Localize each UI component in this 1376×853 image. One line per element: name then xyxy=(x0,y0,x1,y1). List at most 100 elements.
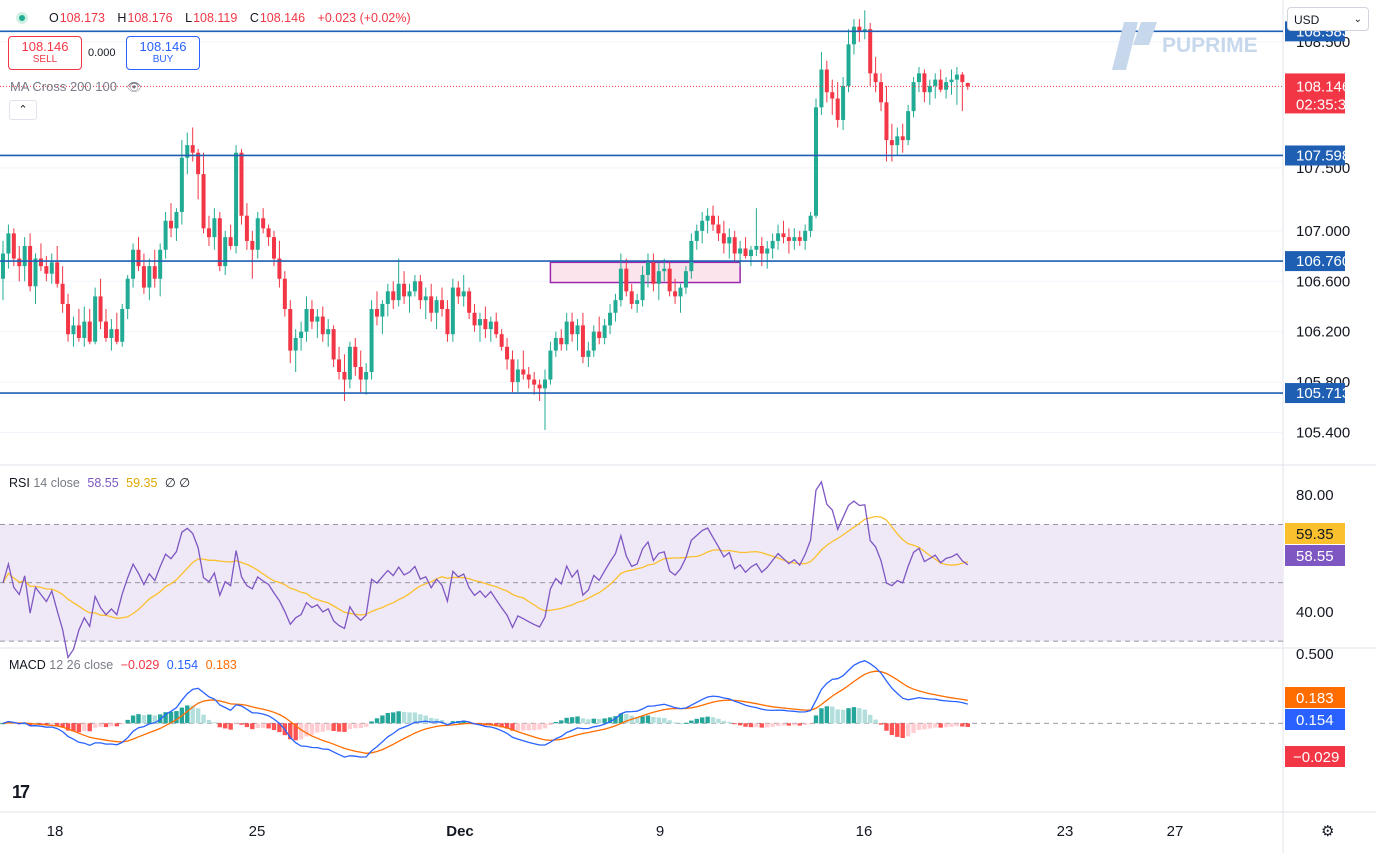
macd-histogram-bar xyxy=(830,706,835,724)
macd-histogram-bar xyxy=(938,723,943,728)
sell-button[interactable]: 108.146 SELL xyxy=(8,36,82,70)
macd-histogram-bar xyxy=(678,723,683,725)
macd-histogram-bar xyxy=(499,723,504,728)
macd-histogram-bar xyxy=(618,713,624,724)
candle-down xyxy=(250,240,255,250)
candle-down xyxy=(743,248,748,257)
macd-histogram-bar xyxy=(271,723,277,731)
candle-up xyxy=(738,248,743,254)
price-tick-label: 106.200 xyxy=(1296,324,1350,341)
candle-up xyxy=(33,258,38,287)
macd-histogram-bar xyxy=(748,723,754,728)
candle-up xyxy=(163,220,168,250)
candle-up xyxy=(131,249,136,279)
candle-down xyxy=(868,29,873,74)
candle-up xyxy=(678,287,683,297)
macd-histogram-bar xyxy=(754,723,759,728)
macd-histogram-bar xyxy=(201,714,206,724)
time-tick-label: 9 xyxy=(656,823,664,840)
candle-down xyxy=(391,291,396,301)
macd-histogram-bar xyxy=(602,718,607,724)
chevron-up-icon[interactable]: ⌃ xyxy=(9,100,37,120)
candle-down xyxy=(716,224,721,234)
candle-down xyxy=(510,359,515,383)
macd-histogram-bar xyxy=(363,723,369,727)
macd-histogram-bar xyxy=(765,723,770,728)
candle-down xyxy=(711,215,716,225)
candle-up xyxy=(434,300,439,313)
time-tick-label: 23 xyxy=(1057,823,1074,840)
candle-up xyxy=(412,281,417,292)
macd-histogram-bar xyxy=(542,723,548,729)
time-tick-label: 18 xyxy=(47,823,64,840)
candle-up xyxy=(120,308,125,342)
macd-histogram-bar xyxy=(699,717,705,724)
candle-down xyxy=(499,334,504,347)
settings-gear-icon[interactable]: ⚙ xyxy=(1321,823,1335,840)
macd-histogram-bar xyxy=(515,723,521,731)
macd-histogram-bar xyxy=(228,723,233,730)
candle-down xyxy=(960,74,965,83)
candle-up xyxy=(906,111,911,141)
macd-signal-line xyxy=(2,670,968,754)
candle-up xyxy=(851,26,856,45)
macd-histogram-bar xyxy=(775,723,781,726)
macd-histogram-bar xyxy=(846,708,851,724)
candle-up xyxy=(656,271,661,284)
currency-select[interactable]: USD ⌄ xyxy=(1287,7,1369,31)
hidden-eye-icon[interactable]: 👁︎ xyxy=(126,80,142,94)
price-tick-label: 106.600 xyxy=(1296,273,1350,290)
sell-price: 108.146 xyxy=(21,39,69,54)
candle-down xyxy=(190,145,195,153)
macd-histogram-bar xyxy=(564,717,569,724)
macd-histogram-bar xyxy=(575,716,580,724)
high-value: 108.176 xyxy=(127,11,173,25)
macd-line xyxy=(2,659,968,758)
candle-up xyxy=(635,300,640,304)
macd-histogram-bar xyxy=(412,712,418,724)
tradingview-logo[interactable]: 17 xyxy=(12,782,30,802)
macd-histogram-bar xyxy=(965,723,970,728)
candle-down xyxy=(55,262,60,284)
candle-up xyxy=(22,245,27,267)
candle-up xyxy=(477,319,482,326)
macd-histogram-bar xyxy=(82,723,87,732)
macd-histogram-bar xyxy=(640,716,645,724)
candle-down xyxy=(570,321,575,335)
macd-histogram-bar xyxy=(206,719,212,724)
candle-down xyxy=(228,237,233,246)
candle-up xyxy=(846,44,851,86)
candle-down xyxy=(580,325,585,357)
candle-up xyxy=(608,312,613,326)
candle-up xyxy=(543,379,547,389)
candle-down xyxy=(261,218,266,229)
candle-down xyxy=(402,283,407,297)
buy-button[interactable]: 108.146 BUY xyxy=(126,36,200,70)
macd-histogram-bar xyxy=(288,723,293,740)
candle-down xyxy=(857,26,862,32)
candle-down xyxy=(537,384,542,389)
level-price-badge xyxy=(1285,251,1345,272)
macd-histogram-bar xyxy=(141,715,147,724)
macd-histogram-bar xyxy=(786,723,792,726)
macd-histogram-bar xyxy=(434,718,439,724)
candle-up xyxy=(548,350,553,380)
macd-histogram-bar xyxy=(716,718,721,724)
candle-up xyxy=(450,287,455,335)
candle-down xyxy=(17,258,22,267)
candle-down xyxy=(732,237,737,254)
candle-up xyxy=(185,145,190,158)
candle-down xyxy=(374,308,379,317)
candle-down xyxy=(28,245,33,287)
candle-up xyxy=(71,325,76,335)
candle-down xyxy=(331,329,336,360)
macd-histogram-bar xyxy=(905,723,911,737)
macd-histogram-bar xyxy=(531,723,537,731)
macd-histogram-bar xyxy=(656,717,662,724)
candle-up xyxy=(819,69,824,108)
candle-up xyxy=(954,74,959,80)
macd-histogram-bar xyxy=(824,706,830,724)
candle-down xyxy=(624,268,629,292)
macd-histogram-bar xyxy=(569,717,575,724)
